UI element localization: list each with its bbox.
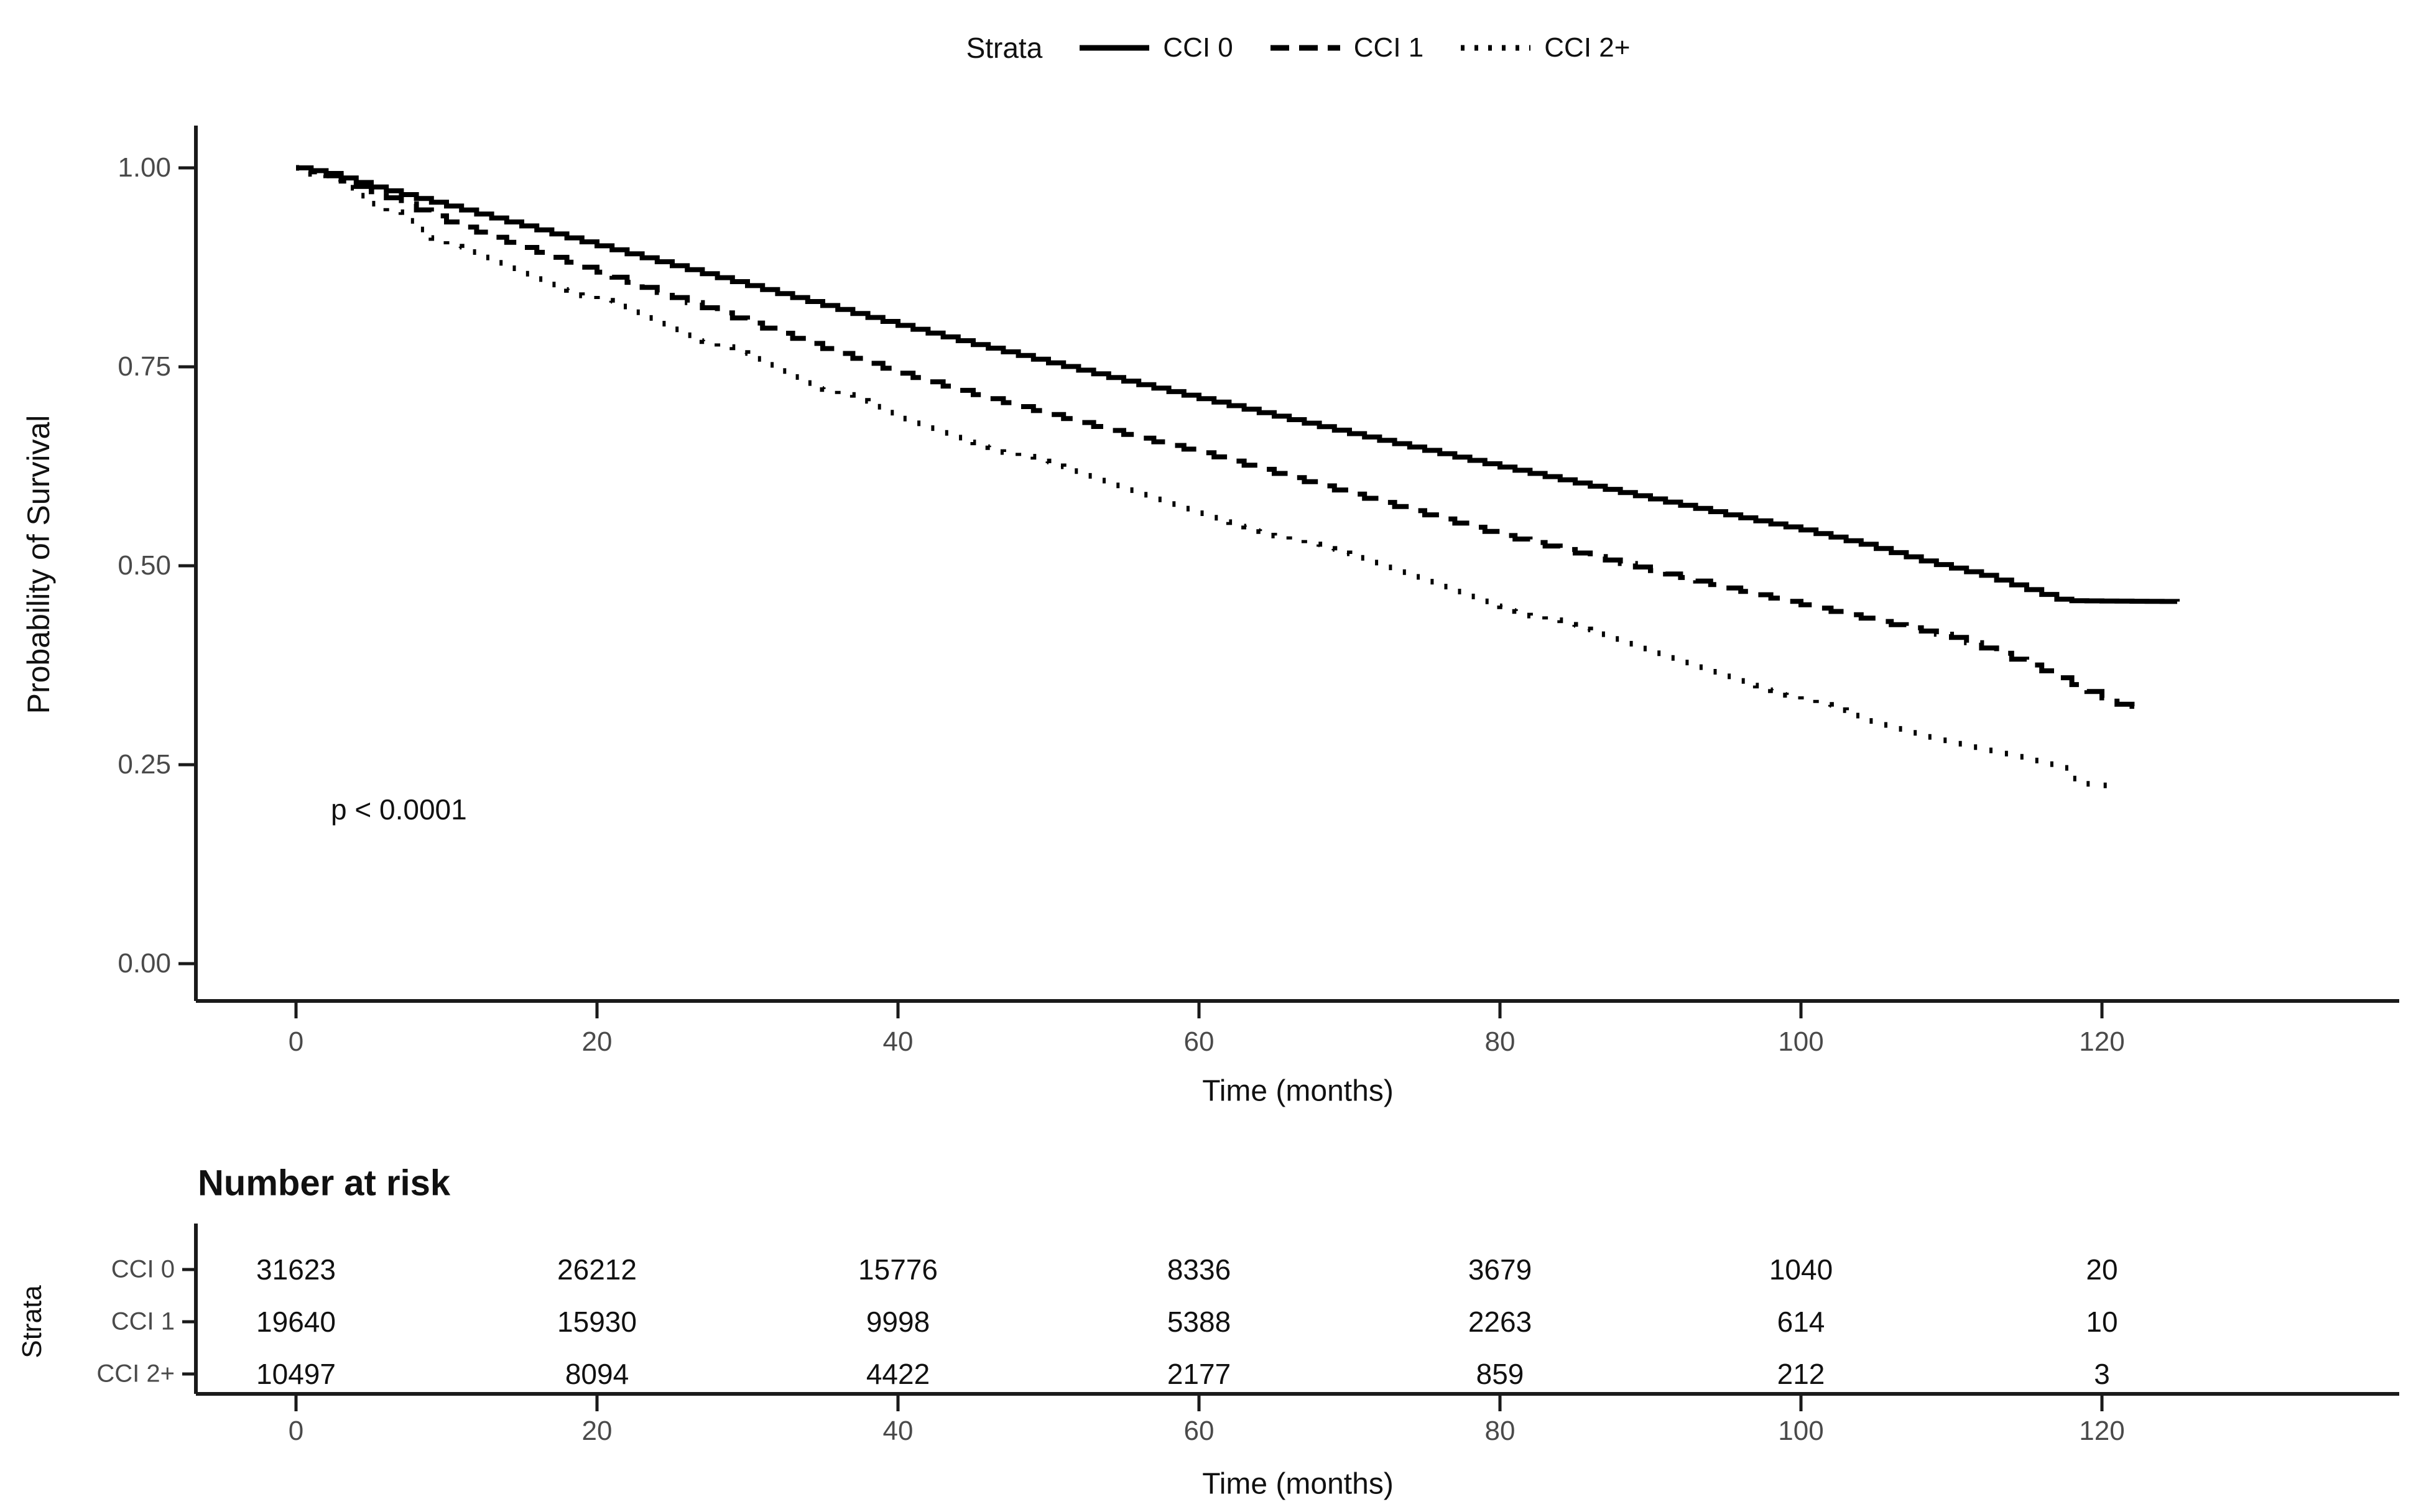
legend-item-cci-0: CCI 0 <box>1077 32 1233 63</box>
risk-table-axis-label: Strata <box>17 1285 47 1358</box>
risk-x-tick-label: 60 <box>1183 1416 1215 1446</box>
risk-count: 614 <box>1777 1306 1825 1338</box>
risk-x-axis-title: Time (months) <box>1202 1467 1394 1501</box>
survival-curve-cci-0 <box>296 165 2180 604</box>
risk-count: 9998 <box>866 1306 930 1338</box>
main-y-tick-label: 1.00 <box>118 152 171 183</box>
risk-count: 8336 <box>1167 1253 1231 1286</box>
risk-count: 3679 <box>1468 1253 1532 1286</box>
risk-count: 5388 <box>1167 1306 1231 1338</box>
risk-row-label: CCI 0 <box>111 1255 175 1283</box>
risk-x-tick-label: 0 <box>288 1416 304 1446</box>
risk-count: 1040 <box>1769 1253 1833 1286</box>
risk-row-label: CCI 1 <box>111 1307 175 1335</box>
risk-count: 10497 <box>256 1358 336 1390</box>
risk-count: 26212 <box>557 1253 637 1286</box>
risk-count: 15930 <box>557 1306 637 1338</box>
risk-count: 4422 <box>866 1358 930 1390</box>
x-axis-title: Time (months) <box>1202 1074 1394 1108</box>
risk-x-tick-label: 40 <box>882 1416 914 1446</box>
risk-row-label: CCI 2+ <box>96 1360 175 1388</box>
risk-count: 2177 <box>1167 1358 1231 1390</box>
risk-count: 2263 <box>1468 1306 1532 1338</box>
main-x-tick-label: 80 <box>1484 1026 1516 1057</box>
main-y-tick-label: 0.50 <box>118 550 171 581</box>
risk-x-tick-label: 80 <box>1484 1416 1516 1446</box>
main-x-tick-label: 120 <box>2079 1026 2125 1057</box>
risk-count: 8094 <box>565 1358 629 1390</box>
risk-count: 859 <box>1476 1358 1524 1390</box>
main-x-tick-label: 40 <box>882 1026 914 1057</box>
legend: Strata CCI 0 CCI 1 CCI 2+ <box>196 26 2400 70</box>
dashed-line-sample-icon <box>1270 45 1340 51</box>
risk-x-tick-label: 100 <box>1778 1416 1824 1446</box>
legend-item-cci-1: CCI 1 <box>1268 32 1423 63</box>
risk-x-tick-label: 120 <box>2079 1416 2125 1446</box>
main-y-tick-label: 0.75 <box>118 351 171 382</box>
risk-count: 15776 <box>858 1253 938 1286</box>
legend-item-label: CCI 1 <box>1353 32 1424 63</box>
risk-count: 3 <box>2094 1358 2110 1390</box>
main-x-tick-label: 60 <box>1183 1026 1215 1057</box>
y-axis-title: Probability of Survival <box>21 415 56 714</box>
main-y-tick-label: 0.00 <box>118 948 171 979</box>
survival-curve-cci-2plus <box>296 165 2113 788</box>
survival-curve-cci-1 <box>296 165 2142 709</box>
risk-table-title: Number at risk <box>198 1163 451 1204</box>
risk-x-tick-label: 20 <box>581 1416 613 1446</box>
legend-item-label: CCI 2+ <box>1544 32 1631 63</box>
main-x-tick-label: 100 <box>1778 1026 1824 1057</box>
main-y-tick-label: 0.25 <box>118 749 171 780</box>
legend-item-cci-2plus: CCI 2+ <box>1458 32 1630 63</box>
solid-line-sample-icon <box>1080 45 1150 51</box>
risk-count: 19640 <box>256 1306 336 1338</box>
risk-count: 10 <box>2086 1306 2118 1338</box>
pvalue-annotation: p < 0.0001 <box>331 793 467 826</box>
risk-count: 20 <box>2086 1253 2118 1286</box>
legend-item-label: CCI 0 <box>1163 32 1233 63</box>
risk-count: 212 <box>1777 1358 1825 1390</box>
main-x-tick-label: 0 <box>288 1026 304 1057</box>
risk-count: 31623 <box>256 1253 336 1286</box>
dotted-line-sample-icon <box>1461 45 1531 51</box>
main-x-tick-label: 20 <box>581 1026 613 1057</box>
legend-title: Strata <box>966 32 1043 64</box>
